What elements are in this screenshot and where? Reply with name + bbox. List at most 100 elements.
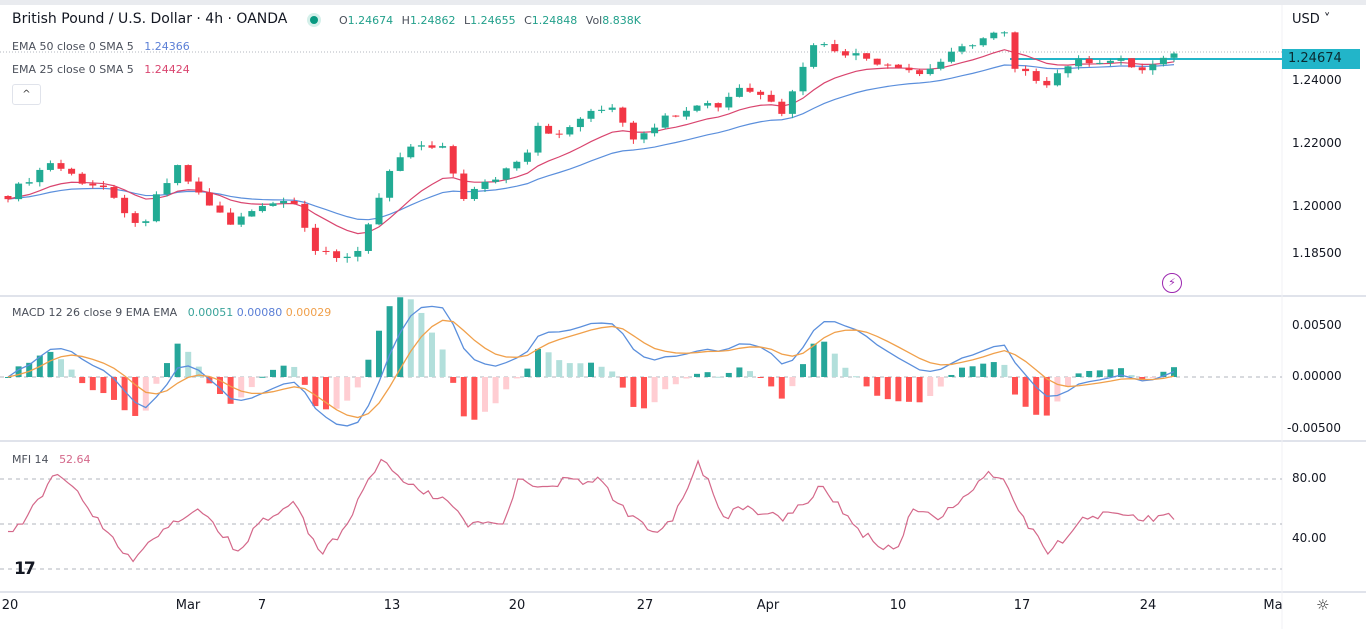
time-tick: 20 bbox=[508, 598, 526, 613]
close-value: 1.24848 bbox=[531, 14, 578, 27]
candle-body bbox=[1106, 60, 1114, 63]
candle-body bbox=[714, 103, 722, 108]
open-value: 1.24674 bbox=[347, 14, 394, 27]
tradingview-logo[interactable]: 17 bbox=[14, 559, 36, 579]
macd-legend[interactable]: MACD 12 26 close 9 EMA EMA 0.00051 0.000… bbox=[12, 306, 332, 319]
macd-histogram-bar bbox=[715, 376, 722, 378]
macd-histogram-bar bbox=[948, 374, 955, 377]
macd-tick: 0.00500 bbox=[1292, 318, 1342, 332]
macd-histogram-bar bbox=[1022, 377, 1029, 407]
candle-body bbox=[163, 183, 171, 195]
candle-body bbox=[587, 110, 595, 119]
price-tick: 1.18500 bbox=[1292, 246, 1342, 260]
candle-body bbox=[142, 221, 150, 223]
candle-body bbox=[704, 103, 712, 106]
candle-body bbox=[301, 203, 309, 228]
macd-histogram-bar bbox=[429, 332, 435, 377]
candle-body bbox=[311, 227, 319, 251]
macd-histogram-bar bbox=[365, 359, 372, 377]
macd-histogram-bar bbox=[291, 366, 298, 377]
ema25-value: 1.24424 bbox=[144, 63, 190, 76]
macd-histogram-bar bbox=[439, 349, 446, 377]
candle-body bbox=[778, 101, 786, 114]
macd-histogram-bar bbox=[153, 377, 160, 384]
candle-body bbox=[958, 46, 966, 52]
candle-body bbox=[364, 224, 372, 251]
macd-histogram-bar bbox=[937, 377, 944, 387]
candle-body bbox=[290, 201, 298, 204]
macd-histogram-bar bbox=[556, 360, 563, 377]
macd-histogram-bar bbox=[641, 377, 647, 409]
candle-body bbox=[873, 58, 881, 65]
candle-body bbox=[1043, 80, 1051, 86]
time-tick: 27 bbox=[636, 598, 654, 613]
ema25-legend[interactable]: EMA 25 close 0 SMA 5 1.24424 bbox=[12, 63, 190, 76]
candle-body bbox=[57, 163, 65, 169]
macd-tick: 0.00000 bbox=[1292, 369, 1342, 383]
macd-histogram-bar bbox=[566, 363, 573, 377]
candle-body bbox=[1064, 66, 1072, 74]
macd-histogram-bar bbox=[333, 377, 340, 409]
candle-body bbox=[460, 173, 468, 200]
macd-histogram-bar bbox=[1118, 368, 1124, 377]
macd-histogram-bar bbox=[609, 371, 616, 377]
mfi-legend[interactable]: MFI 14 52.64 bbox=[12, 453, 91, 466]
candle-body bbox=[502, 168, 510, 180]
macd-histogram-bar bbox=[906, 377, 912, 402]
candle-body bbox=[566, 127, 574, 135]
candle-body bbox=[1085, 58, 1093, 64]
candle-body bbox=[534, 125, 542, 153]
candle-body bbox=[152, 194, 160, 222]
candle-body bbox=[523, 152, 531, 162]
price-tick: 1.20000 bbox=[1292, 199, 1342, 213]
lightning-icon[interactable]: ⚡ bbox=[1162, 273, 1182, 293]
macd-histogram-bar bbox=[185, 351, 192, 377]
ema50-legend[interactable]: EMA 50 close 0 SMA 5 1.24366 bbox=[12, 40, 190, 53]
macd-histogram-bar bbox=[884, 377, 891, 400]
candle-body bbox=[195, 181, 203, 193]
macd-histogram-bar bbox=[545, 352, 552, 377]
symbol-title[interactable]: British Pound / U.S. Dollar · 4h · OANDA bbox=[12, 11, 288, 27]
candle-body bbox=[481, 181, 489, 189]
candle-body bbox=[651, 127, 659, 134]
macd-histogram-bar bbox=[725, 372, 732, 377]
settings-gear-icon[interactable]: ☼ bbox=[1316, 596, 1330, 614]
macd-histogram-bar bbox=[482, 377, 488, 412]
macd-histogram-bar bbox=[524, 368, 531, 377]
candle-body bbox=[492, 179, 500, 182]
macd-histogram-bar bbox=[1160, 371, 1167, 377]
macd-histogram-bar bbox=[630, 377, 637, 407]
candle-body bbox=[1117, 58, 1125, 61]
candle-body bbox=[969, 45, 977, 47]
candle-body bbox=[672, 115, 680, 117]
mfi-line bbox=[7, 458, 1175, 563]
macd-histogram-bar bbox=[47, 351, 54, 377]
currency-selector[interactable]: USD ˅ bbox=[1292, 12, 1331, 27]
macd-histogram-bar bbox=[747, 371, 753, 377]
candle-body bbox=[661, 115, 669, 128]
candle-body bbox=[237, 216, 245, 225]
ema50-value: 1.24366 bbox=[144, 40, 190, 53]
macd-histogram-bar bbox=[651, 377, 658, 403]
macd-histogram-bar bbox=[259, 376, 266, 378]
macd-histogram-bar bbox=[79, 377, 86, 384]
price-tick: 1.24000 bbox=[1292, 73, 1342, 87]
high-value: 1.24862 bbox=[409, 14, 456, 27]
macd-histogram-bar bbox=[831, 353, 838, 377]
candle-body bbox=[1138, 67, 1146, 71]
market-status-icon bbox=[310, 16, 318, 24]
candle-body bbox=[852, 53, 860, 56]
macd-histogram-bar bbox=[1139, 377, 1146, 381]
macd-histogram-bar bbox=[874, 377, 881, 396]
macd-histogram-bar bbox=[89, 377, 96, 391]
candle-body bbox=[799, 66, 807, 92]
candle-body bbox=[110, 187, 118, 198]
candle-body bbox=[428, 145, 436, 148]
macd-histogram-bar bbox=[757, 377, 764, 378]
candle-body bbox=[1011, 32, 1019, 69]
candle-body bbox=[629, 122, 637, 140]
macd-histogram-bar bbox=[927, 377, 934, 397]
macd-histogram-bar bbox=[821, 341, 828, 377]
collapse-legend-button[interactable]: ^ bbox=[12, 84, 41, 105]
